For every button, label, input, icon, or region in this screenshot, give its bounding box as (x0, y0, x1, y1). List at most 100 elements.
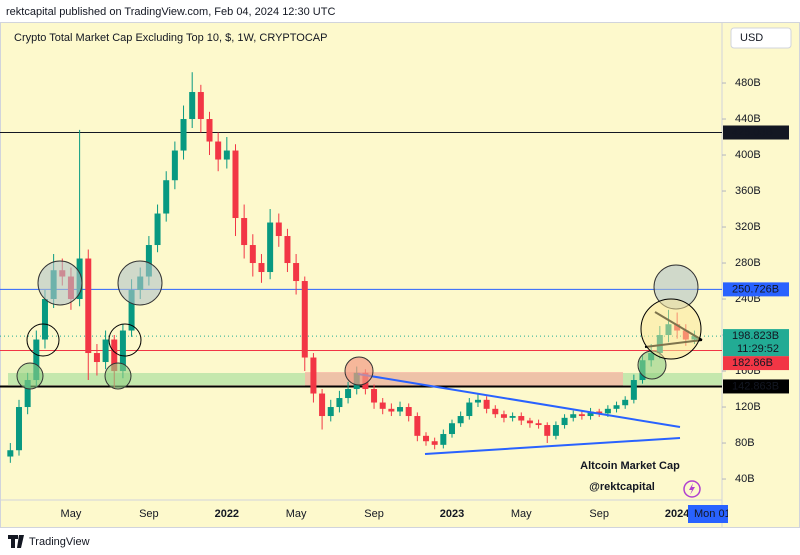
y-tick-label: 280B (735, 257, 761, 269)
cursor-box (688, 505, 734, 523)
y-tick-label: 120B (735, 401, 761, 413)
candle-body (500, 414, 507, 418)
candle-body (604, 408, 611, 414)
x-tick-label: 2022 (215, 508, 239, 520)
chart-title: Crypto Total Market Cap Excluding Top 10… (14, 32, 327, 44)
candle-body (128, 290, 135, 331)
candle-body (414, 416, 421, 436)
y-tick-label: 440B (735, 113, 761, 125)
candle-body (570, 414, 577, 418)
candle-body (613, 405, 620, 409)
candle-body (552, 425, 559, 436)
level-label: 250.726B (732, 283, 779, 295)
candle-body (301, 281, 308, 358)
candle-body (379, 402, 386, 409)
alert-icon[interactable] (683, 480, 701, 498)
candle-body (448, 423, 455, 435)
candle-body (423, 435, 430, 442)
y-tick-label: 40B (735, 473, 755, 485)
candle-body (223, 150, 230, 160)
highlight-circle (117, 260, 163, 306)
brand-name: TradingView (29, 536, 90, 548)
candle-body (41, 299, 48, 340)
highlight-circle (26, 323, 60, 357)
candle-body (544, 425, 551, 436)
candle-body (561, 417, 568, 426)
candle-body (587, 411, 594, 417)
highlight-circle (640, 298, 702, 360)
candle-body (293, 263, 300, 282)
highlight-circle (16, 362, 44, 390)
candle-body (622, 399, 629, 406)
candle-body (466, 402, 473, 417)
candle-body (24, 380, 31, 408)
candle-body (267, 222, 274, 273)
candle-body (492, 408, 499, 415)
currency-button[interactable] (730, 27, 792, 49)
candle-body (310, 357, 317, 394)
corner (728, 502, 794, 524)
candle-body (535, 423, 542, 426)
header-text: rektcapital published on TradingView.com… (6, 6, 335, 18)
candle-body (15, 407, 22, 451)
candle-body (578, 414, 585, 417)
highlight-circle (104, 362, 132, 390)
trendline (357, 373, 681, 428)
candle-body (440, 434, 447, 445)
y-tick-label: 320B (735, 221, 761, 233)
candle-body (483, 399, 490, 409)
cursor-label: Mon 01 (694, 508, 731, 520)
drawings (16, 260, 703, 455)
candle-body (405, 407, 412, 417)
candle-body (397, 407, 404, 412)
y-tick-label: 80B (735, 437, 755, 449)
x-tick-label: May (511, 508, 532, 520)
candle-body (154, 213, 161, 246)
candle-body (336, 398, 343, 408)
x-tick-label: Sep (364, 508, 384, 520)
resistance-zone (305, 372, 623, 386)
level-label-box (723, 379, 789, 394)
candle-body (275, 222, 282, 237)
y-tick-label: 400B (735, 149, 761, 161)
alert-icon-bolt (689, 483, 695, 495)
candle-body (327, 407, 334, 417)
countdown-label: 11:29:52 (737, 343, 779, 355)
highlight-circle (108, 323, 142, 357)
candle-body (319, 393, 326, 417)
candle-body (526, 420, 533, 424)
level-label-box (723, 125, 789, 140)
candle-body (111, 339, 118, 372)
annotation: Altcoin Market Cap (580, 460, 680, 472)
candle-body (180, 119, 187, 151)
y-tick-label: 480B (735, 77, 761, 89)
x-tick-label: May (286, 508, 307, 520)
brand-logo (8, 535, 24, 548)
x-tick-label: Sep (589, 508, 609, 520)
candle-body (119, 330, 126, 372)
candle-body (457, 416, 464, 424)
candle-body (371, 389, 378, 403)
candle-body (630, 380, 637, 400)
candle-body (102, 339, 109, 363)
last-price-box (723, 329, 789, 357)
x-tick-label: Sep (139, 508, 159, 520)
candle-body (345, 389, 352, 399)
highlight-circle (344, 356, 374, 386)
x-tick-label: 2024 (665, 508, 690, 520)
candle-body (197, 92, 204, 120)
level-label-box (723, 282, 789, 297)
level-label-box (723, 356, 789, 371)
candle-body (215, 141, 222, 160)
candle-body (171, 150, 178, 181)
annotation: @rektcapital (589, 481, 655, 493)
candle-body (206, 119, 213, 142)
candle-body (474, 399, 481, 403)
candle-body (163, 180, 170, 214)
level-label: 182.86B (732, 357, 773, 369)
y-tick-label: 360B (735, 185, 761, 197)
currency-label: USD (740, 32, 763, 44)
candle-body (93, 353, 100, 363)
candle-body (145, 245, 152, 277)
